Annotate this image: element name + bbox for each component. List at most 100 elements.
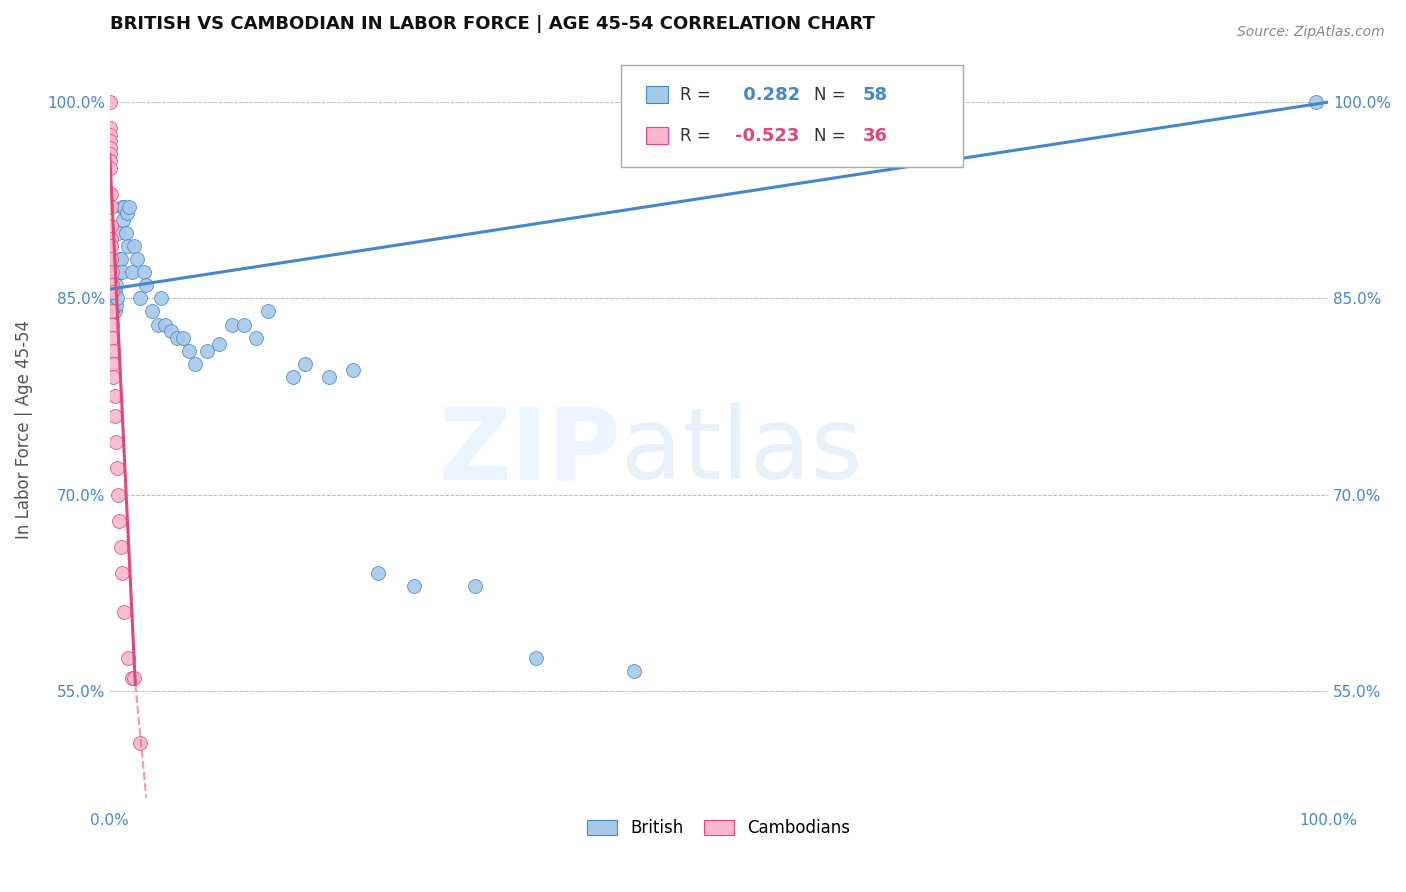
Point <box>245 330 267 344</box>
Point <box>103 271 125 285</box>
Point <box>121 671 143 685</box>
Point <box>195 343 218 358</box>
Point <box>107 226 129 240</box>
Point <box>184 357 207 371</box>
Point <box>105 291 128 305</box>
Point <box>172 330 194 344</box>
Point <box>98 278 121 293</box>
Point <box>1305 95 1327 110</box>
Point <box>103 357 125 371</box>
Point <box>101 265 124 279</box>
Point <box>121 265 143 279</box>
Point <box>122 671 145 685</box>
Point <box>110 252 132 266</box>
Point <box>342 363 364 377</box>
Point <box>104 304 127 318</box>
Point <box>104 409 127 423</box>
Point <box>141 304 163 318</box>
Text: Source: ZipAtlas.com: Source: ZipAtlas.com <box>1237 25 1385 39</box>
Point <box>166 330 188 344</box>
Point <box>153 318 176 332</box>
Point <box>148 318 170 332</box>
Point <box>524 651 547 665</box>
Point <box>129 736 152 750</box>
Point <box>232 318 254 332</box>
Point <box>118 200 141 214</box>
Point <box>114 226 136 240</box>
Point <box>98 161 121 175</box>
Point <box>98 259 121 273</box>
FancyBboxPatch shape <box>645 128 668 145</box>
Text: R =: R = <box>681 86 716 103</box>
Point <box>98 95 121 110</box>
Point <box>104 298 127 312</box>
Point <box>100 252 122 266</box>
FancyBboxPatch shape <box>645 87 668 103</box>
Point <box>112 605 135 619</box>
Point <box>100 265 122 279</box>
Point <box>623 664 645 678</box>
Point <box>101 304 124 318</box>
Point <box>98 128 121 142</box>
Point <box>101 278 124 293</box>
Point <box>111 566 134 580</box>
Point <box>101 318 124 332</box>
Point <box>104 285 127 299</box>
Point <box>101 291 124 305</box>
Point <box>404 579 426 593</box>
Text: 0.282: 0.282 <box>737 86 800 103</box>
Point <box>103 343 125 358</box>
Point <box>98 154 121 169</box>
Point <box>101 265 124 279</box>
Point <box>125 252 148 266</box>
Point <box>103 369 125 384</box>
Point <box>105 461 128 475</box>
Point <box>115 206 138 220</box>
Point <box>129 291 152 305</box>
Point <box>159 324 181 338</box>
Point <box>107 487 129 501</box>
Text: N =: N = <box>814 127 851 145</box>
Text: BRITISH VS CAMBODIAN IN LABOR FORCE | AGE 45-54 CORRELATION CHART: BRITISH VS CAMBODIAN IN LABOR FORCE | AG… <box>110 15 875 33</box>
Point <box>103 298 125 312</box>
Point <box>112 200 135 214</box>
FancyBboxPatch shape <box>621 65 963 168</box>
Point <box>100 219 122 234</box>
Point <box>101 330 124 344</box>
Y-axis label: In Labor Force | Age 45-54: In Labor Force | Age 45-54 <box>15 319 32 539</box>
Point <box>100 232 122 246</box>
Point <box>100 200 122 214</box>
Point <box>111 200 134 214</box>
Point <box>257 304 280 318</box>
Point <box>98 141 121 155</box>
Text: -0.523: -0.523 <box>735 127 799 145</box>
Text: ZIP: ZIP <box>439 403 621 500</box>
Point <box>177 343 200 358</box>
Point <box>117 651 139 665</box>
Point <box>104 435 127 450</box>
Point <box>103 285 125 299</box>
Text: R =: R = <box>681 127 716 145</box>
Legend: British, Cambodians: British, Cambodians <box>579 811 859 846</box>
Point <box>117 239 139 253</box>
Point <box>367 566 389 580</box>
Point <box>135 278 157 293</box>
Text: 58: 58 <box>863 86 887 103</box>
Point <box>105 265 128 279</box>
Point <box>100 285 122 299</box>
Point <box>221 318 243 332</box>
Point <box>108 514 131 528</box>
Point <box>108 252 131 266</box>
Point <box>98 121 121 136</box>
Point <box>208 337 231 351</box>
Point <box>104 389 127 403</box>
Point <box>100 239 122 253</box>
Point <box>104 278 127 293</box>
Point <box>110 540 132 554</box>
Point <box>294 357 316 371</box>
Text: 36: 36 <box>863 127 887 145</box>
Text: atlas: atlas <box>621 403 863 500</box>
Text: N =: N = <box>814 86 851 103</box>
Point <box>318 369 340 384</box>
Point <box>101 278 124 293</box>
